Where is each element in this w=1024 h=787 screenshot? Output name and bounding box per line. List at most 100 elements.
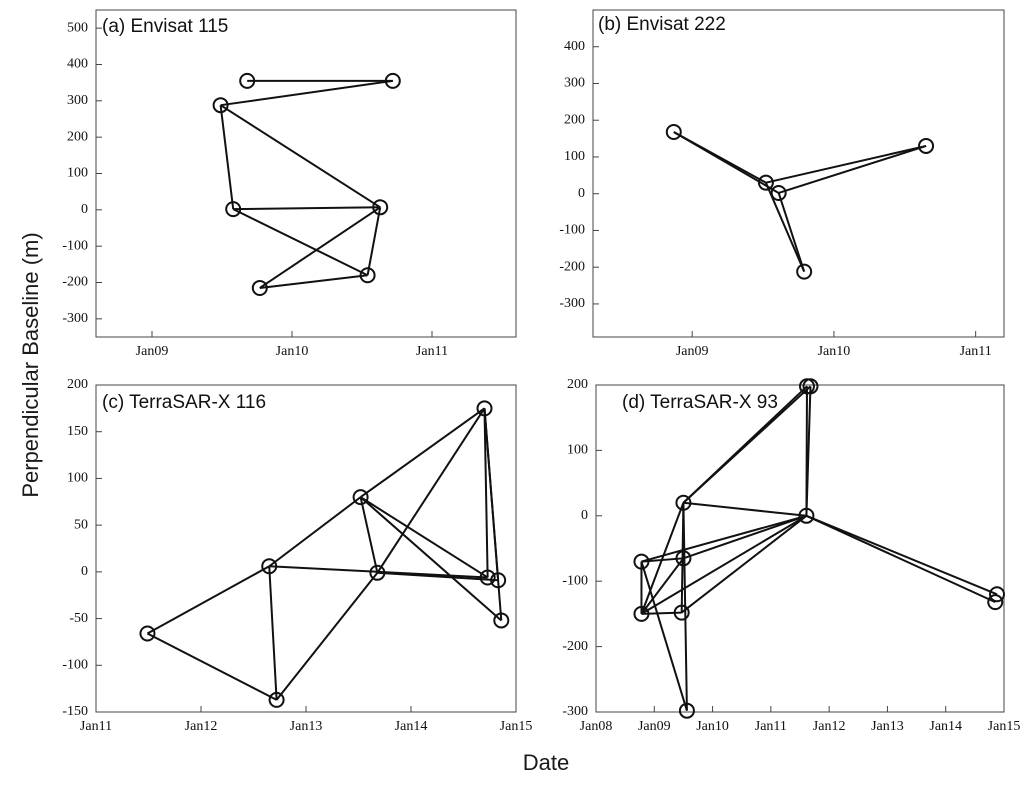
y-tick-label: 200	[67, 377, 88, 392]
x-tick-label: Jan13	[290, 719, 323, 734]
y-tick-label: -150	[62, 704, 88, 719]
y-tick-label: -100	[562, 573, 588, 588]
acquisition-marker	[633, 553, 650, 570]
y-tick-label: -200	[562, 639, 588, 654]
acquisition-marker	[476, 400, 493, 417]
y-tick-label: 400	[564, 39, 585, 54]
acquisition-marker	[225, 201, 242, 218]
x-tick-label: Jan11	[960, 344, 992, 359]
interferogram-edge	[683, 514, 807, 560]
x-tick-label: Jan15	[988, 719, 1021, 734]
interferogram-edge	[268, 566, 278, 700]
interferogram-edge	[376, 407, 486, 574]
y-tick-label: 400	[67, 57, 88, 72]
acquisition-marker	[359, 267, 376, 284]
y-tick-label: -50	[69, 611, 88, 626]
y-tick-label: 100	[67, 471, 88, 486]
y-tick-label: 300	[67, 93, 88, 108]
x-tick-label: Jan12	[813, 719, 846, 734]
acquisition-marker	[239, 72, 256, 89]
interferogram-edge	[232, 208, 369, 277]
y-tick-label: -100	[62, 658, 88, 673]
x-tick-label: Jan09	[638, 719, 671, 734]
interferogram-edge	[259, 206, 381, 289]
acquisition-marker	[987, 594, 1004, 611]
acquisition-marker	[633, 605, 650, 622]
interferogram-edge	[233, 206, 381, 211]
y-tick-label: 0	[581, 508, 588, 523]
interferogram-edge	[275, 572, 379, 701]
y-tick-label: 100	[67, 166, 88, 181]
acquisition-marker	[352, 489, 369, 506]
acquisition-marker	[665, 123, 682, 140]
y-tick-label: -300	[562, 704, 588, 719]
acquisition-marker	[802, 378, 819, 395]
interferogram-edge	[682, 385, 812, 504]
acquisition-marker	[757, 174, 774, 191]
panel-title: (d) TerraSAR-X 93	[622, 392, 778, 413]
plot-frame	[595, 384, 1005, 713]
x-tick-label: Jan11	[416, 344, 448, 359]
y-tick-label: -100	[62, 238, 88, 253]
interferogram-edge	[220, 79, 393, 107]
y-tick-label: 100	[567, 443, 588, 458]
y-tick-label: -300	[559, 296, 585, 311]
x-tick-label: Jan10	[818, 344, 851, 359]
interferogram-edge	[806, 514, 998, 596]
interferogram-edge	[377, 571, 499, 582]
interferogram-edge	[366, 207, 382, 276]
x-tick-label: Jan10	[696, 719, 729, 734]
y-tick-label: 200	[67, 129, 88, 144]
interferogram-edge	[360, 407, 486, 498]
acquisition-marker	[212, 97, 229, 114]
interferogram-edge	[268, 496, 362, 568]
y-tick-label: 300	[564, 76, 585, 91]
y-tick-label: -200	[62, 275, 88, 290]
interferogram-edge	[359, 496, 502, 622]
x-tick-label: Jan09	[676, 344, 709, 359]
acquisition-marker	[798, 507, 815, 524]
acquisition-marker	[268, 691, 285, 708]
interferogram-edge	[805, 514, 996, 604]
interferogram-edge	[777, 192, 806, 272]
panel-d-terrasar-x-93: (d) TerraSAR-X 93 -300 -200 -100 0 100 200 Jan…	[562, 377, 1020, 734]
figure-y-axis-label: Perpendicular Baseline (m)	[18, 232, 43, 497]
y-tick-label: -200	[559, 259, 585, 274]
acquisition-marker	[490, 572, 507, 589]
interferogram-edge	[640, 557, 685, 615]
x-tick-label: Jan14	[929, 719, 962, 734]
acquisition-marker	[796, 263, 813, 280]
panel-title: (b) Envisat 222	[598, 14, 726, 35]
panel-title: (c) TerraSAR-X 116	[102, 392, 266, 413]
y-tick-label: 200	[564, 112, 585, 127]
acquisition-marker	[678, 702, 695, 719]
interferogram-edge	[483, 408, 489, 578]
y-tick-label: 500	[67, 20, 88, 35]
x-tick-label: Jan14	[395, 719, 428, 734]
interferogram-edge	[805, 386, 812, 516]
interferogram-edge	[640, 514, 807, 615]
acquisition-marker	[479, 569, 496, 586]
acquisition-marker	[261, 558, 278, 575]
interferogram-edge	[683, 501, 807, 517]
acquisition-marker	[384, 72, 401, 89]
acquisition-marker	[251, 279, 268, 296]
interferogram-edge	[641, 514, 807, 563]
x-tick-label: Jan08	[580, 719, 613, 734]
acquisition-marker	[675, 494, 692, 511]
interferogram-edge	[680, 502, 685, 613]
y-tick-label: 150	[67, 424, 88, 439]
x-tick-label: Jan11	[80, 719, 112, 734]
y-tick-label: 100	[564, 149, 585, 164]
acquisition-marker	[989, 586, 1006, 603]
interferogram-edge	[360, 496, 489, 579]
acquisition-marker	[369, 564, 386, 581]
y-tick-label: -100	[559, 223, 585, 238]
acquisition-marker	[770, 184, 787, 201]
y-tick-label: 0	[81, 202, 88, 217]
figure-x-axis-label: Date	[523, 750, 569, 775]
acquisition-marker	[372, 199, 389, 216]
acquisition-marker	[673, 604, 690, 621]
acquisition-marker	[918, 137, 935, 154]
